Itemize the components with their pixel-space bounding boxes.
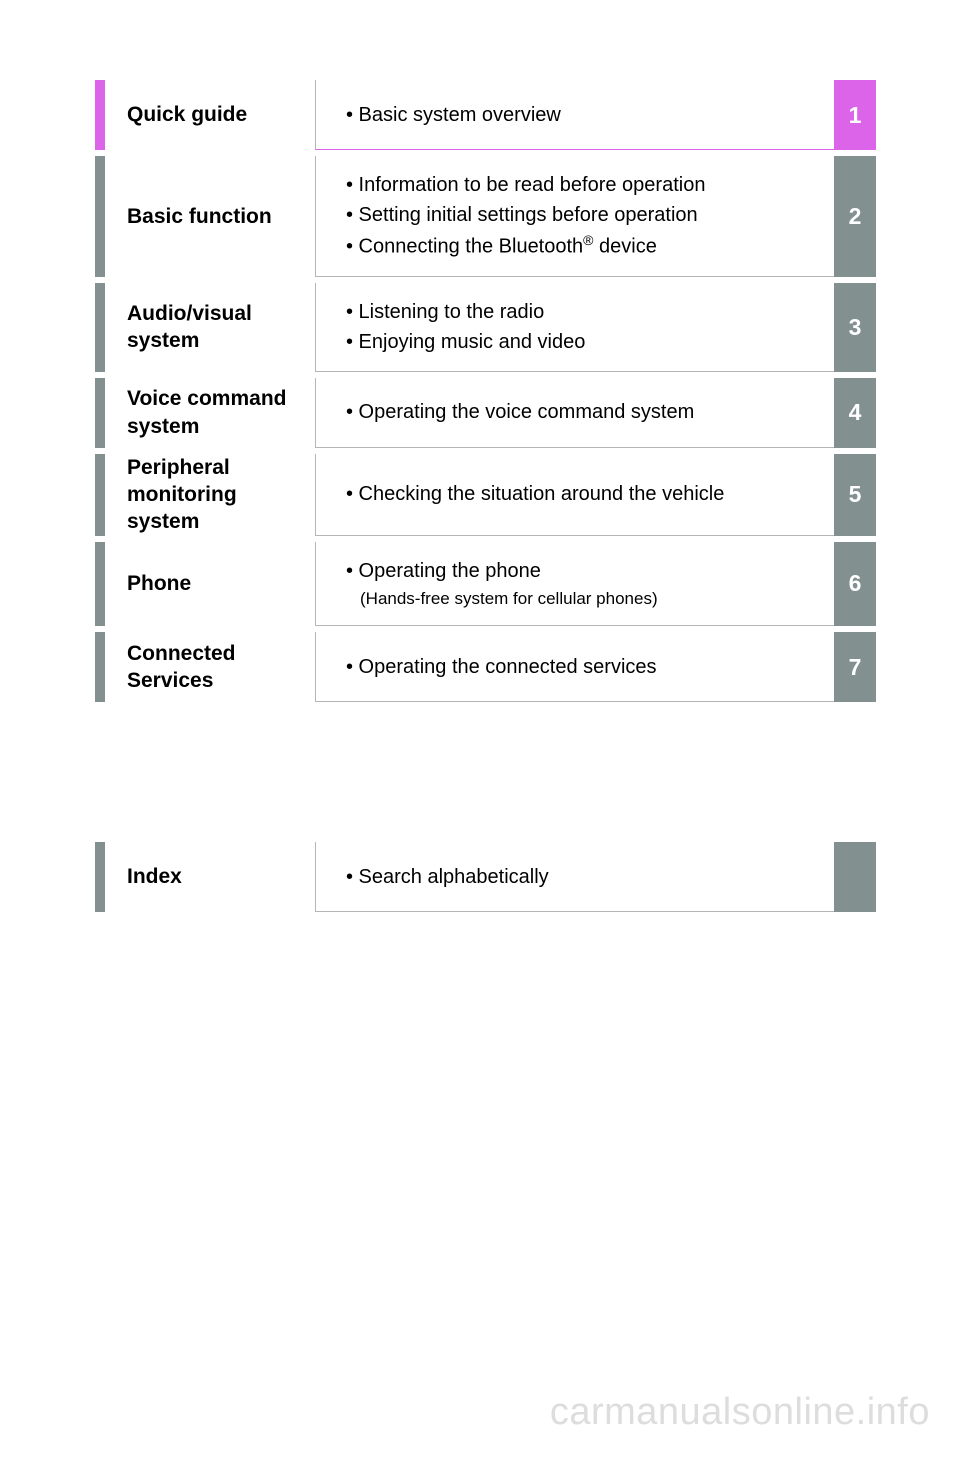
toc-row-peripheral-monitoring: Peripheral monitoring system • Checking … [95,454,876,536]
bullet-item: • Operating the connected services [346,652,816,682]
left-bar [95,378,105,448]
toc-row-voice-command: Voice command system • Operating the voi… [95,378,876,448]
left-bar [95,454,105,536]
section-tab[interactable]: 7 [834,632,876,702]
toc-row-connected-services: Connected Services • Operating the conne… [95,632,876,702]
section-title: Basic function [105,156,315,277]
left-bar [95,842,105,912]
left-bar-accent [95,80,105,150]
bullet-item: • Information to be read before operatio… [346,170,816,200]
toc-row-audio-visual: Audio/visual system • Listening to the r… [95,283,876,372]
bullet-item: • Listening to the radio [346,297,816,327]
toc-row-basic-function: Basic function • Information to be read … [95,156,876,277]
section-title: Peripheral monitoring system [105,454,315,536]
section-title: Audio/visual system [105,283,315,372]
left-bar [95,156,105,277]
bullet-subnote: (Hands-free system for cellular phones) [346,586,816,612]
bullet-item: • Connecting the Bluetooth® device [346,230,816,262]
section-tab[interactable]: 4 [834,378,876,448]
section-tab[interactable]: 3 [834,283,876,372]
toc-main-section: Quick guide • Basic system overview 1 Ba… [95,80,876,702]
watermark-text: carmanualsonline.info [550,1391,930,1434]
left-bar [95,542,105,627]
toc-row-index: Index • Search alphabetically [95,842,876,912]
section-tab[interactable]: 2 [834,156,876,277]
bullet-item: • Operating the phone [346,556,816,586]
section-description: • Information to be read before operatio… [315,156,834,277]
left-bar [95,283,105,372]
section-description: • Operating the phone (Hands-free system… [315,542,834,627]
section-tab[interactable]: 6 [834,542,876,627]
section-description: • Listening to the radio • Enjoying musi… [315,283,834,372]
section-description: • Checking the situation around the vehi… [315,454,834,536]
section-description: • Operating the voice command system [315,378,834,448]
section-title: Voice command system [105,378,315,448]
page-container: Quick guide • Basic system overview 1 Ba… [0,0,960,912]
section-description: • Basic system overview [315,80,834,150]
bullet-item: • Enjoying music and video [346,327,816,357]
section-title: Connected Services [105,632,315,702]
section-title: Quick guide [105,80,315,150]
section-description: • Operating the connected services [315,632,834,702]
bullet-item: • Basic system overview [346,100,816,130]
bullet-item: • Checking the situation around the vehi… [346,479,816,509]
section-tab[interactable]: 1 [834,80,876,150]
toc-row-quick-guide: Quick guide • Basic system overview 1 [95,80,876,150]
section-tab-empty [834,842,876,912]
left-bar [95,632,105,702]
bullet-item: • Operating the voice command system [346,397,816,427]
section-title: Index [105,842,315,912]
section-tab[interactable]: 5 [834,454,876,536]
toc-row-phone: Phone • Operating the phone (Hands-free … [95,542,876,627]
section-title: Phone [105,542,315,627]
bullet-item: • Setting initial settings before operat… [346,200,816,230]
bullet-item: • Search alphabetically [346,862,816,892]
section-description: • Search alphabetically [315,842,834,912]
